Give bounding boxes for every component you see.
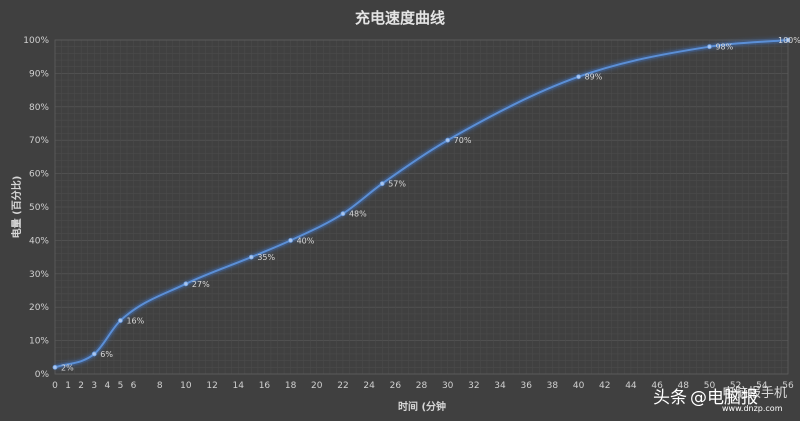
x-tick-label: 20 [311, 381, 323, 391]
y-tick-label: 20% [29, 303, 49, 313]
watermark-overlay: 电脑报手机 [722, 386, 787, 401]
y-tick-label: 100% [23, 36, 49, 46]
data-label: 40% [297, 236, 315, 245]
data-points [52, 37, 791, 370]
x-tick-label: 16 [259, 381, 271, 391]
x-tick-label: 48 [678, 381, 690, 391]
x-tick-label: 32 [468, 381, 479, 391]
data-point [785, 37, 791, 43]
x-tick-label: 6 [131, 381, 137, 391]
plot-border [54, 39, 789, 375]
x-tick-label: 28 [416, 381, 428, 391]
data-label: 89% [585, 73, 603, 82]
x-tick-label: 18 [285, 381, 297, 391]
x-tick-label: 24 [363, 381, 375, 391]
data-label: 6% [100, 350, 113, 359]
watermark: 头条 @电脑报 电脑报手机 www.dnzp.com [653, 386, 787, 413]
y-tick-label: 90% [29, 69, 49, 79]
x-tick-label: 44 [625, 381, 637, 391]
data-point [445, 137, 451, 143]
x-tick-label: 22 [337, 381, 348, 391]
data-label: 2% [61, 363, 74, 372]
x-tick-label: 1 [65, 381, 71, 391]
data-point [91, 351, 97, 357]
data-point [52, 364, 58, 370]
x-tick-label: 2 [78, 381, 84, 391]
data-point [118, 318, 123, 323]
data-label: 16% [126, 317, 144, 326]
x-tick-label: 52 [730, 381, 741, 391]
y-tick-label: 70% [29, 136, 49, 146]
x-tick-label: 3 [91, 381, 97, 391]
y-tick-label: 50% [29, 203, 49, 213]
y-tick-label: 30% [29, 270, 49, 280]
x-axis-title: 时间 (分钟 [398, 400, 446, 413]
y-tick-label: 60% [29, 170, 49, 180]
x-tick-label: 0 [52, 381, 58, 391]
data-point [183, 281, 189, 287]
x-tick-label: 56 [782, 381, 794, 391]
x-tick-label: 42 [599, 381, 610, 391]
data-label: 35% [257, 253, 275, 262]
watermark-platform: 头条 [653, 388, 687, 408]
x-tick-label: 5 [118, 381, 124, 391]
data-point [707, 44, 712, 50]
x-tick-label: 54 [756, 381, 768, 391]
data-label: 48% [349, 210, 367, 219]
grid [54, 39, 789, 375]
y-axis-ticks: 0% 10% 20% 30% 40% 50% 60% 70% 80% 90% 100% [23, 36, 49, 380]
data-label: 70% [454, 136, 472, 145]
x-tick-label: 38 [547, 381, 559, 391]
x-tick-label: 30 [442, 381, 454, 391]
data-point [288, 237, 294, 243]
data-point [576, 74, 581, 80]
y-tick-label: 0% [35, 370, 50, 380]
watermark-site: www.dnzp.com [722, 404, 783, 413]
x-tick-label: 8 [157, 381, 163, 391]
x-tick-label: 10 [180, 381, 192, 391]
data-label: 98% [715, 43, 733, 52]
x-tick-label: 4 [104, 381, 110, 391]
x-tick-label: 14 [233, 381, 245, 391]
chart-title: 充电速度曲线 [355, 9, 445, 27]
x-tick-label: 26 [390, 381, 402, 391]
x-tick-label: 36 [520, 381, 532, 391]
data-point [379, 181, 385, 187]
x-tick-label: 34 [494, 381, 506, 391]
x-tick-label: 12 [206, 381, 217, 391]
x-tick-label: 40 [573, 381, 585, 391]
data-label: 57% [388, 180, 406, 189]
watermark-handle: @电脑报 [690, 388, 758, 408]
y-axis-title: 电量 (百分比) [10, 176, 23, 239]
y-tick-label: 80% [29, 103, 49, 113]
data-point [340, 211, 346, 217]
y-tick-label: 40% [29, 236, 49, 246]
y-tick-label: 10% [29, 337, 49, 347]
x-tick-label: 50 [704, 381, 716, 391]
data-labels: 2% 6% 16% 27% 35% 40% 48% 57% 70% 89% 98% 100% [61, 36, 800, 372]
x-tick-label: 46 [651, 381, 663, 391]
data-label: 27% [192, 280, 210, 289]
data-label: 100% [778, 36, 800, 45]
data-point [248, 254, 254, 260]
x-axis-ticks: 0 1 2 3 4 5 6 8 10 12 14 16 18 20 22 24 26 28 30 32 34 36 38 40… [52, 381, 794, 391]
